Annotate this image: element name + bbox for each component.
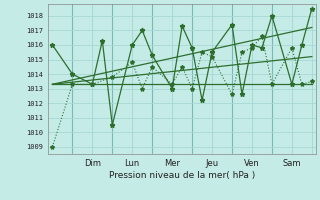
X-axis label: Pression niveau de la mer( hPa ): Pression niveau de la mer( hPa ) <box>109 171 255 180</box>
